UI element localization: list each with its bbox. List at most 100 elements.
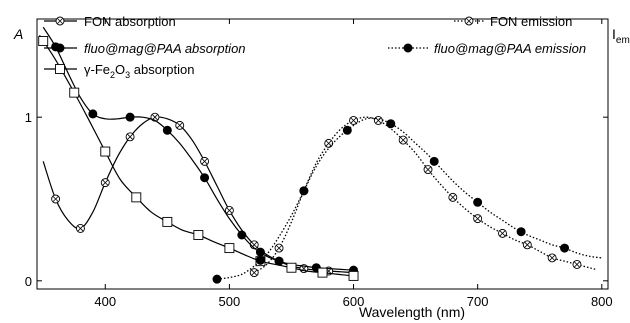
legend-marker-fluo-absorption-shape xyxy=(55,43,65,53)
series-fon-emission-point-780 xyxy=(572,260,582,269)
series-fon-absorption-point-380-x2 xyxy=(77,225,84,232)
series-fon-emission-point-640 xyxy=(398,135,408,145)
series-fluo-mag-paa-emission-point-490 xyxy=(212,274,222,284)
series-fon-absorption-point-380 xyxy=(75,224,85,233)
series-fluo-mag-paa-absorption-point-450 xyxy=(162,125,172,135)
legend-marker-fluo-absorption-shape-dot xyxy=(55,43,65,53)
legend-marker-fon-absorption xyxy=(55,16,65,26)
legend-marker-fluo-emission xyxy=(403,43,413,53)
x-tick-label-500: 500 xyxy=(219,294,241,309)
y-tick-label-0: 0 xyxy=(25,274,32,289)
legend-item-fe2o3-absorption: γ-Fe2O3 absorption xyxy=(44,62,194,80)
legend-marker-fluo-emission-shape-dot xyxy=(403,43,413,53)
series-fon-absorption-point-460 xyxy=(175,120,185,130)
series-fe2o3-absorption-point-475-box xyxy=(193,230,204,240)
series-fon-absorption-point-400 xyxy=(100,178,110,188)
series-fe2o3-absorption-point-450-box xyxy=(162,216,173,227)
series-fluo-mag-paa-emission-point-770-dot xyxy=(560,243,570,253)
series-fluo-mag-paa-emission-point-595 xyxy=(342,125,352,135)
legend-marker-fon-absorption-shape-x2 xyxy=(57,18,63,24)
series-fon-absorption-point-480-x2 xyxy=(201,158,208,165)
series-fluo-mag-paa-emission-point-525 xyxy=(255,255,265,265)
series-fluo-mag-paa-emission-point-630 xyxy=(386,119,396,129)
legend-label-fon-absorption: FON absorption xyxy=(84,14,176,29)
legend-label-fe2o3-sub2: 3 xyxy=(125,70,130,80)
legend-label-fe2o3-part3: absorption xyxy=(130,62,194,77)
series-fon-absorption-point-360 xyxy=(51,194,61,204)
series-fe2o3-absorption xyxy=(38,35,359,281)
legend-label-fluo-emission: fluo@mag@PAA emission xyxy=(434,41,586,56)
y-axis-right-label: Iem xyxy=(612,26,630,46)
series-fon-emission-point-520 xyxy=(249,268,259,278)
series-fe2o3-absorption-point-575 xyxy=(317,267,328,278)
legend-marker-fon-emission-shape xyxy=(464,16,474,26)
series-fon-emission-point-700-x2 xyxy=(474,215,481,222)
series-fe2o3-absorption-point-375 xyxy=(69,87,80,98)
series-fe2o3-absorption-point-425 xyxy=(131,192,142,203)
series-fluo-mag-paa-emission-point-700-dot xyxy=(473,197,483,207)
series-fluo-mag-paa-emission-point-770 xyxy=(560,243,570,253)
series-fluo-mag-paa-emission-line xyxy=(216,117,602,280)
series-fon-emission-point-520-x2 xyxy=(251,269,258,276)
y-axis-left-label: A xyxy=(13,26,23,42)
series-fe2o3-absorption-point-575-box xyxy=(317,267,328,278)
x-tick-label-600: 600 xyxy=(343,294,365,309)
legend-item-fluo-emission: fluo@mag@PAA emission xyxy=(388,41,586,56)
series-fon-emission-point-740-x2 xyxy=(524,241,531,248)
series-fon-emission-point-720 xyxy=(498,228,507,238)
series-fe2o3-absorption-point-425-box xyxy=(131,192,142,203)
series-fluo-mag-paa-absorption-point-510-dot xyxy=(237,230,247,240)
x-axis: 400 500 600 700 800 xyxy=(94,19,613,309)
series-fluo-mag-paa-emission-point-700 xyxy=(473,197,483,207)
series-fluo-mag-paa-emission-point-735 xyxy=(516,227,526,237)
series-fon-emission-point-540 xyxy=(274,243,284,253)
series-fon-absorption-point-500 xyxy=(224,206,234,215)
x-axis-label: Wavelength (nm) xyxy=(359,304,465,320)
series-fe2o3-absorption-point-400-box xyxy=(100,146,111,157)
series-fon-emission-point-760-x2 xyxy=(549,255,556,261)
series-fluo-mag-paa-absorption-point-540 xyxy=(274,256,284,266)
legend-marker-fe2o3-absorption xyxy=(55,64,65,74)
legend-label-fe2o3-sub1: 2 xyxy=(110,70,115,80)
series-fluo-mag-paa-absorption-point-450-dot xyxy=(162,125,172,135)
series-fon-absorption-point-460-x2 xyxy=(176,122,183,129)
series-fon-emission-point-700 xyxy=(473,214,483,224)
series-fe2o3-absorption-point-600-box xyxy=(348,270,359,281)
series-fon-emission-line xyxy=(253,116,596,274)
series-fon-absorption-point-400-x2 xyxy=(102,179,109,186)
series-fluo-mag-paa-emission xyxy=(212,117,602,284)
series-fluo-mag-paa-emission-point-665 xyxy=(429,156,439,166)
series-fluo-mag-paa-emission-point-490-dot xyxy=(212,274,222,284)
series-fon-emission-point-680-x2 xyxy=(449,194,456,201)
series-fon-absorption-point-500-x2 xyxy=(226,207,233,214)
y-axis: 01 xyxy=(25,110,608,289)
series-fon-absorption-line xyxy=(42,116,354,274)
series-fon-emission-point-600-x2 xyxy=(350,117,357,124)
legend-marker-fon-absorption-shape xyxy=(55,16,65,26)
legend-marker-fluo-emission-shape xyxy=(403,43,413,53)
series-fluo-mag-paa-emission-point-560 xyxy=(299,186,309,196)
series-fon-absorption-point-360-x2 xyxy=(52,196,59,202)
y-axis-right-label-main: I xyxy=(612,26,616,42)
series-fluo-mag-paa-absorption-point-525-dot xyxy=(255,247,265,257)
legend-item-fon-absorption: FON absorption xyxy=(44,14,176,29)
series-fluo-mag-paa-emission-point-735-dot xyxy=(516,227,526,237)
y-axis-right-label-sub: em xyxy=(616,35,630,46)
series-fon-emission-point-580-x2 xyxy=(325,140,332,147)
series-fon-absorption-point-480 xyxy=(200,156,210,166)
series-fe2o3-absorption-point-550 xyxy=(286,262,297,273)
series-fon-emission-point-680 xyxy=(448,192,458,202)
series-fon-emission-point-760 xyxy=(547,253,557,263)
series-fon-emission-point-620 xyxy=(373,116,383,125)
legend-marker-fe2o3-absorption-shape xyxy=(55,64,65,74)
series-fon-emission-point-600 xyxy=(349,116,358,125)
legend-marker-fluo-absorption xyxy=(55,43,65,53)
series-fluo-mag-paa-absorption-point-420-dot xyxy=(125,112,135,122)
legend-label-fe2o3-part1: γ-Fe xyxy=(84,62,110,77)
series-fon-emission-point-640-x2 xyxy=(400,137,407,143)
legend-item-fon-emission: FON emission xyxy=(454,14,572,29)
series-fluo-mag-paa-emission-point-525-dot xyxy=(255,255,265,265)
x-tick-label-700: 700 xyxy=(467,294,489,309)
series-fluo-mag-paa-emission-point-560-dot xyxy=(299,186,309,196)
